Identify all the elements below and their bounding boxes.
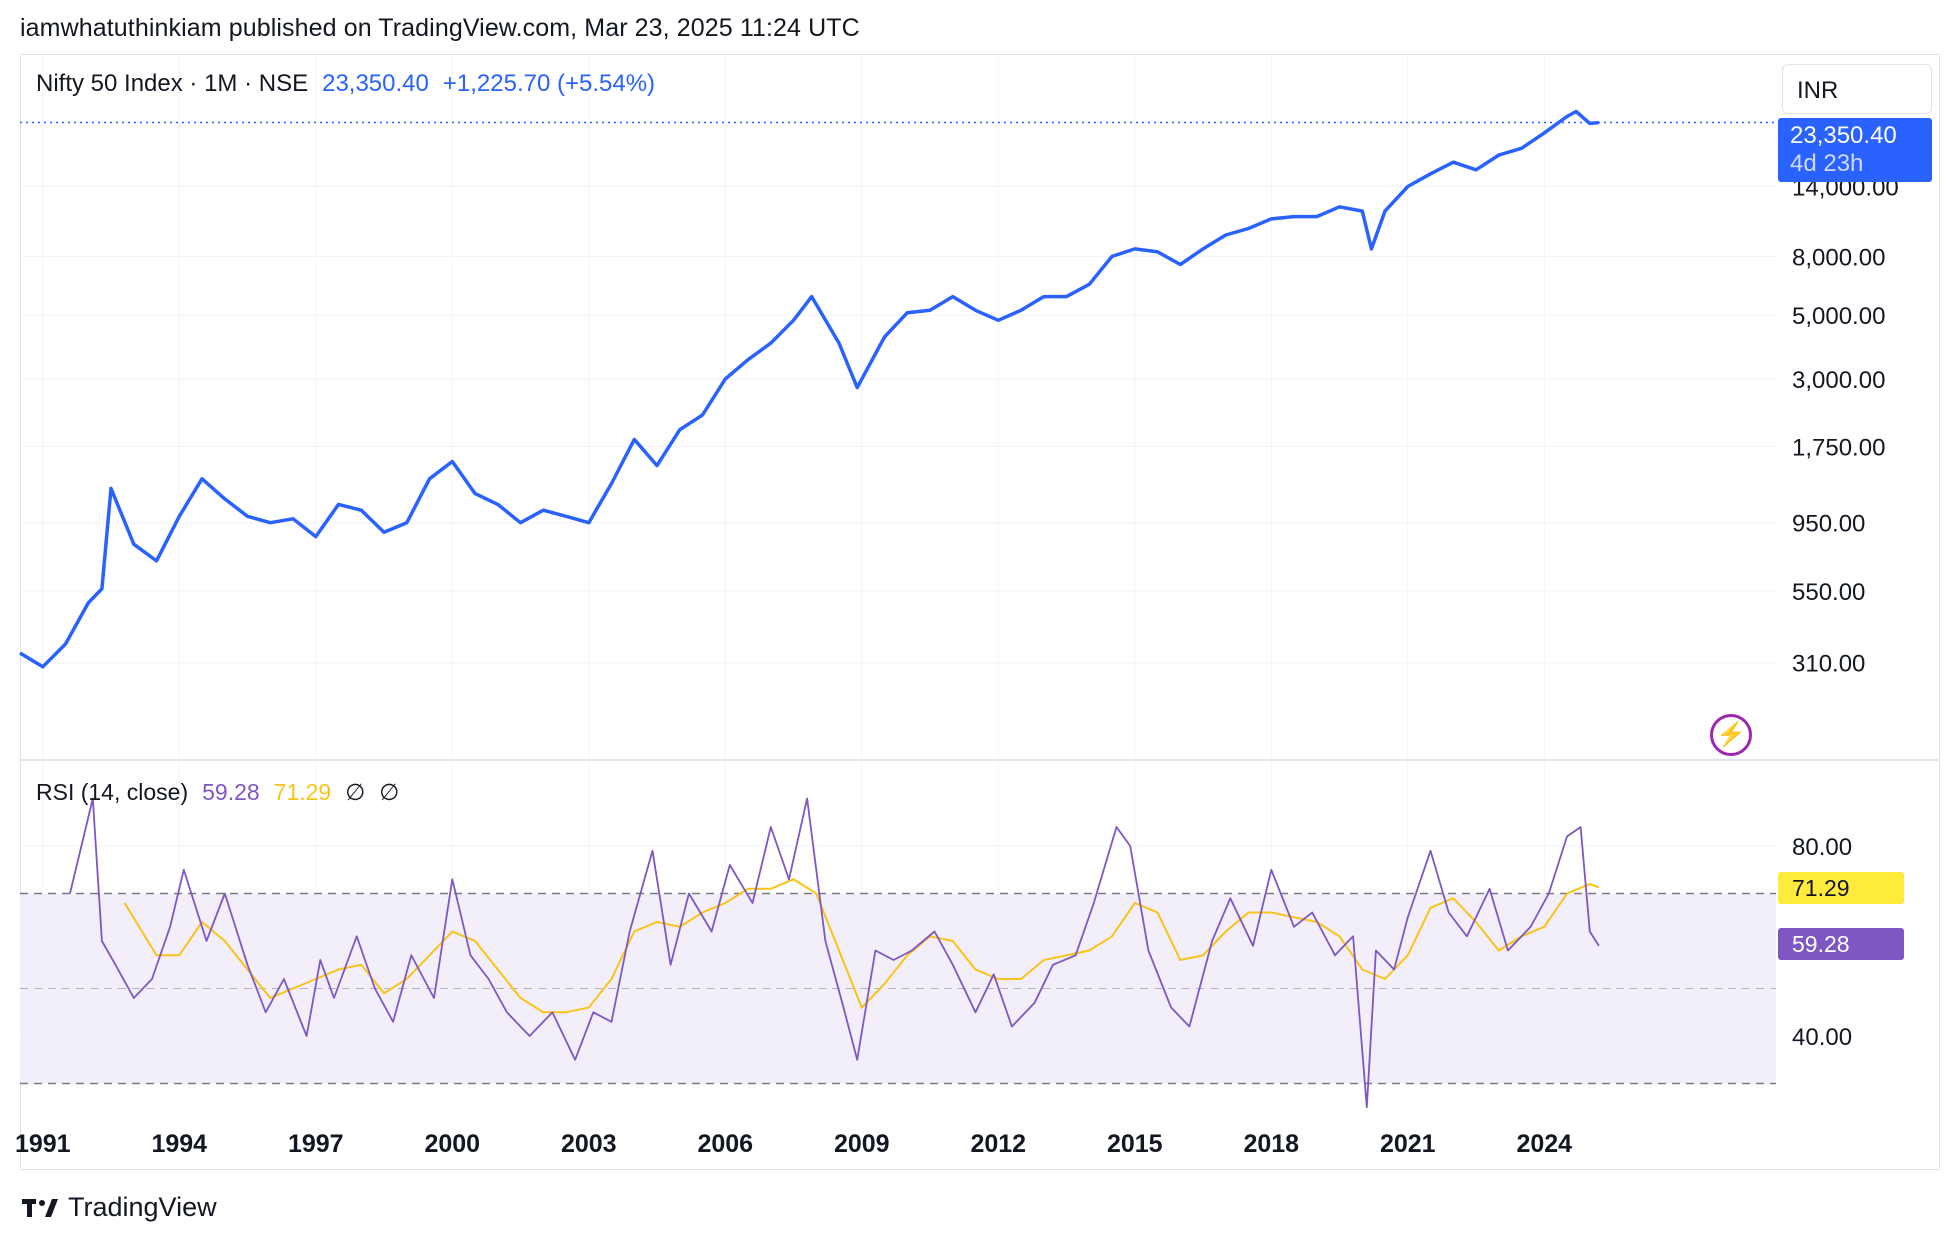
x-tick-label: 2015 [1107,1130,1163,1158]
x-tick-label: 2000 [424,1130,480,1158]
y-tick-label: 5,000.00 [1792,303,1885,330]
lightning-icon[interactable]: ⚡ [1710,714,1752,756]
brand-name: TradingView [68,1192,217,1222]
y-tick-label: 310.00 [1792,651,1865,678]
x-tick-label: 2006 [697,1130,753,1158]
symbol-title[interactable]: Nifty 50 Index · 1M · NSE [36,70,309,97]
x-tick-label: 2018 [1243,1130,1299,1158]
rsi-line [69,797,1600,1109]
x-tick-label: 1994 [151,1130,207,1158]
rsi-band [20,893,1776,1084]
chart-frame [20,54,1940,1170]
price-change: +1,225.70 (+5.54%) [442,70,656,97]
rsi-y-tick-label: 80.00 [1792,834,1852,861]
rsi-na-1: ∅ [345,779,366,805]
rsi-y-tick-label: 40.00 [1792,1024,1852,1051]
rsi-na-2: ∅ [379,779,400,805]
y-tick-label: 950.00 [1792,511,1865,538]
last-price: 23,350.40 [322,70,429,97]
footer[interactable]: TradingView [22,1192,217,1223]
y-tick-label: 550.00 [1792,579,1865,606]
x-tick-label: 2012 [970,1130,1026,1158]
rsi-ma-line [123,878,1600,1014]
rsi-value: 59.28 [202,779,260,805]
price-line [19,109,1600,669]
rsi-title[interactable]: RSI (14, close) [36,779,189,805]
y-tick-label: 3,000.00 [1792,367,1885,394]
rsi-ma-value: 71.29 [273,779,332,805]
x-tick-label: 1991 [15,1130,71,1158]
currency-button[interactable]: INR [1782,64,1932,114]
x-tick-label: 1997 [288,1130,344,1158]
rsi-ma-tag: 71.29 [1778,872,1904,904]
price-tag-countdown: 4d 23h [1790,150,1864,177]
x-tick-label: 2024 [1516,1130,1572,1158]
tradingview-logo-icon [22,1198,58,1217]
x-tick-label: 2003 [561,1130,617,1158]
y-tick-label: 8,000.00 [1792,244,1885,271]
rsi-value-tag: 59.28 [1778,928,1904,960]
publish-info: iamwhatuthinkiam published on TradingVie… [20,14,860,42]
y-tick-label: 1,750.00 [1792,434,1885,461]
symbol-legend[interactable]: Nifty 50 Index · 1M · NSE 23,350.40 +1,2… [36,70,655,98]
rsi-legend[interactable]: RSI (14, close) 59.28 71.29 ∅ ∅ [36,779,399,806]
price-tag-value: 23,350.40 [1790,122,1897,149]
x-tick-label: 2009 [834,1130,890,1158]
price-tag: 23,350.40 4d 23h [1778,118,1932,182]
x-tick-label: 2021 [1380,1130,1436,1158]
